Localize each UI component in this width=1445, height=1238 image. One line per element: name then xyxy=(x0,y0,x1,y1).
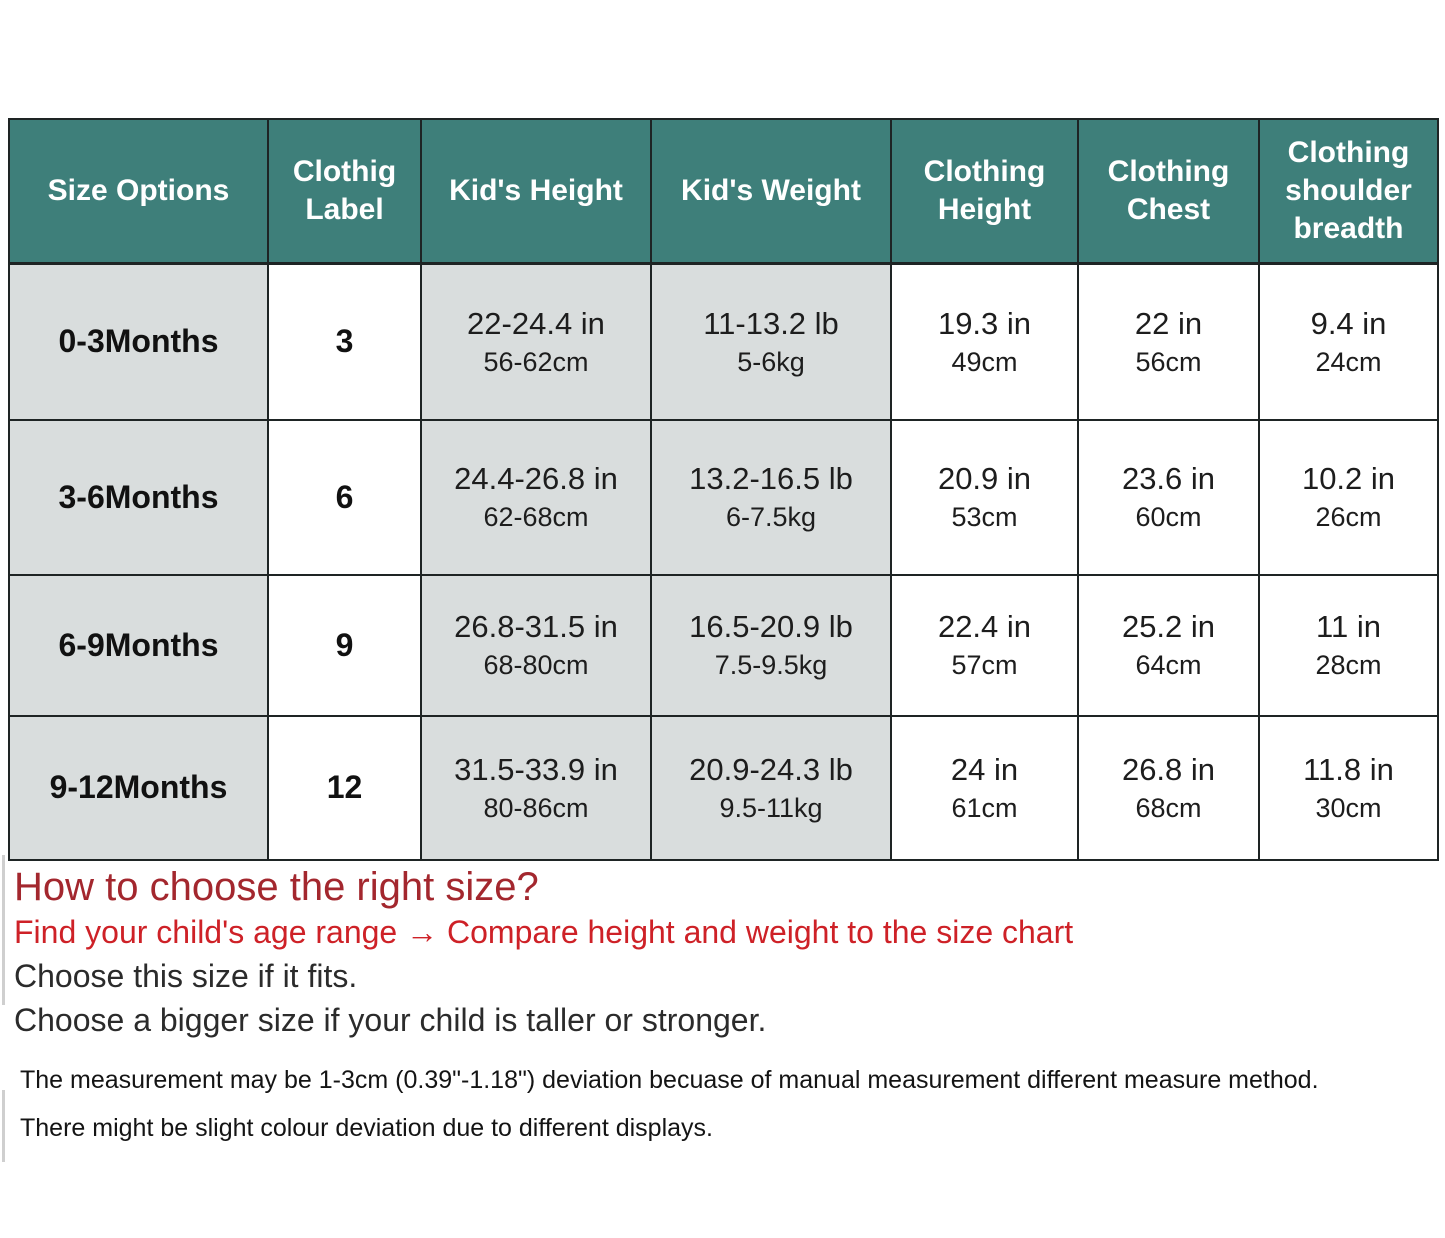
kid-weight-lb: 20.9-24.3 lb xyxy=(689,751,853,787)
cell-clothing-label: 3 xyxy=(267,262,422,421)
table-row: 9-12Months 12 31.5-33.9 in 80-86cm 20.9-… xyxy=(8,714,1439,861)
clothing-height-in: 22.4 in xyxy=(937,609,1032,644)
header-clothing-height: Clothing Height xyxy=(890,118,1079,265)
disclaimer-colour: There might be slight colour deviation d… xyxy=(20,1114,713,1142)
clothing-chest-in: 23.6 in xyxy=(1121,461,1216,496)
kid-height-cm: 56-62cm xyxy=(483,346,589,377)
size-chart-table: Size Options Clothig Label Kid's Height … xyxy=(8,118,1439,861)
measurement-disclaimer: The measurement may be 1-3cm (0.39"-1.18… xyxy=(0,1060,1445,1148)
clothing-height-in: 24 in xyxy=(950,751,1019,787)
cell-clothing-height: 19.3 in 49cm xyxy=(890,262,1079,421)
kid-weight-kg: 9.5-11kg xyxy=(719,792,823,823)
kid-weight-lb: 11-13.2 lb xyxy=(703,305,839,341)
guide-title: How to choose the right size? xyxy=(14,865,539,909)
cell-clothing-chest: 23.6 in 60cm xyxy=(1077,418,1260,576)
cell-clothing-label: 6 xyxy=(267,418,422,576)
cell-clothing-height: 22.4 in 57cm xyxy=(890,573,1079,717)
table-row: 0-3Months 3 22-24.4 in 56-62cm 11-13.2 l… xyxy=(8,262,1439,421)
sizing-guide-text: How to choose the right size? Find your … xyxy=(0,856,1445,1042)
header-row: Size Options Clothig Label Kid's Height … xyxy=(8,118,1439,265)
clothing-chest-cm: 64cm xyxy=(1135,650,1202,680)
cell-size: 9-12Months xyxy=(8,714,269,861)
shoulder-cm: 24cm xyxy=(1315,346,1382,377)
guide-bigger-line: Choose a bigger size if your child is ta… xyxy=(14,1002,767,1038)
kid-height-in: 26.8-31.5 in xyxy=(454,609,618,644)
kid-weight-kg: 5-6kg xyxy=(737,346,805,377)
left-edge-artifact-line xyxy=(2,1090,5,1162)
header-shoulder-breadth: Clothing shoulder breadth xyxy=(1258,118,1439,265)
kid-weight-kg: 6-7.5kg xyxy=(725,502,817,532)
table-row: 6-9Months 9 26.8-31.5 in 68-80cm 16.5-20… xyxy=(8,573,1439,717)
shoulder-cm: 26cm xyxy=(1315,502,1382,532)
cell-kid-weight: 11-13.2 lb 5-6kg xyxy=(650,262,892,421)
header-clothing-chest: Clothing Chest xyxy=(1077,118,1260,265)
kid-height-in: 22-24.4 in xyxy=(467,305,605,341)
clothing-height-cm: 53cm xyxy=(951,502,1018,532)
cell-shoulder-breadth: 10.2 in 26cm xyxy=(1258,418,1439,576)
cell-clothing-label: 12 xyxy=(267,714,422,861)
cell-kid-height: 26.8-31.5 in 68-80cm xyxy=(420,573,652,717)
guide-step-line: Find your child's age range → Compare he… xyxy=(14,914,1074,950)
shoulder-in: 9.4 in xyxy=(1310,305,1387,341)
cell-kid-height: 31.5-33.9 in 80-86cm xyxy=(420,714,652,861)
kid-height-cm: 68-80cm xyxy=(483,650,589,680)
shoulder-cm: 30cm xyxy=(1315,792,1382,823)
cell-size: 3-6Months xyxy=(8,418,269,576)
left-edge-artifact-line xyxy=(2,855,5,1005)
clothing-height-cm: 61cm xyxy=(951,792,1018,823)
cell-clothing-height: 24 in 61cm xyxy=(890,714,1079,861)
kid-height-in: 31.5-33.9 in xyxy=(454,751,618,787)
shoulder-in: 11.8 in xyxy=(1303,751,1394,787)
guide-fit-line: Choose this size if it fits. xyxy=(14,958,358,994)
kid-weight-lb: 13.2-16.5 lb xyxy=(689,461,853,496)
clothing-chest-in: 26.8 in xyxy=(1121,751,1216,787)
cell-shoulder-breadth: 9.4 in 24cm xyxy=(1258,262,1439,421)
shoulder-in: 11 in xyxy=(1316,609,1381,644)
header-kids-height: Kid's Height xyxy=(420,118,652,265)
clothing-chest-cm: 60cm xyxy=(1135,502,1202,532)
clothing-chest-in: 25.2 in xyxy=(1121,609,1216,644)
disclaimer-measurement: The measurement may be 1-3cm (0.39"-1.18… xyxy=(20,1066,1319,1094)
cell-shoulder-breadth: 11.8 in 30cm xyxy=(1258,714,1439,861)
cell-shoulder-breadth: 11 in 28cm xyxy=(1258,573,1439,717)
kid-weight-kg: 7.5-9.5kg xyxy=(714,650,828,680)
clothing-height-in: 20.9 in xyxy=(937,461,1032,496)
kid-weight-lb: 16.5-20.9 lb xyxy=(689,609,853,644)
cell-clothing-height: 20.9 in 53cm xyxy=(890,418,1079,576)
kid-height-in: 24.4-26.8 in xyxy=(454,461,618,496)
clothing-height-cm: 49cm xyxy=(951,346,1018,377)
table-row: 3-6Months 6 24.4-26.8 in 62-68cm 13.2-16… xyxy=(8,418,1439,576)
clothing-height-in: 19.3 in xyxy=(937,305,1032,341)
header-kids-weight: Kid's Weight xyxy=(650,118,892,265)
clothing-chest-in: 22 in xyxy=(1134,305,1203,341)
header-clothing-label: Clothig Label xyxy=(267,118,422,265)
cell-size: 6-9Months xyxy=(8,573,269,717)
cell-size: 0-3Months xyxy=(8,262,269,421)
clothing-chest-cm: 56cm xyxy=(1135,346,1202,377)
cell-kid-height: 24.4-26.8 in 62-68cm xyxy=(420,418,652,576)
cell-kid-height: 22-24.4 in 56-62cm xyxy=(420,262,652,421)
shoulder-in: 10.2 in xyxy=(1301,461,1396,496)
cell-clothing-label: 9 xyxy=(267,573,422,717)
kid-height-cm: 62-68cm xyxy=(483,502,589,532)
cell-clothing-chest: 25.2 in 64cm xyxy=(1077,573,1260,717)
cell-clothing-chest: 26.8 in 68cm xyxy=(1077,714,1260,861)
header-size-options: Size Options xyxy=(8,118,269,265)
cell-kid-weight: 20.9-24.3 lb 9.5-11kg xyxy=(650,714,892,861)
cell-kid-weight: 16.5-20.9 lb 7.5-9.5kg xyxy=(650,573,892,717)
cell-kid-weight: 13.2-16.5 lb 6-7.5kg xyxy=(650,418,892,576)
kid-height-cm: 80-86cm xyxy=(483,792,589,823)
clothing-chest-cm: 68cm xyxy=(1135,792,1202,823)
cell-clothing-chest: 22 in 56cm xyxy=(1077,262,1260,421)
clothing-height-cm: 57cm xyxy=(951,650,1018,680)
shoulder-cm: 28cm xyxy=(1315,650,1382,680)
